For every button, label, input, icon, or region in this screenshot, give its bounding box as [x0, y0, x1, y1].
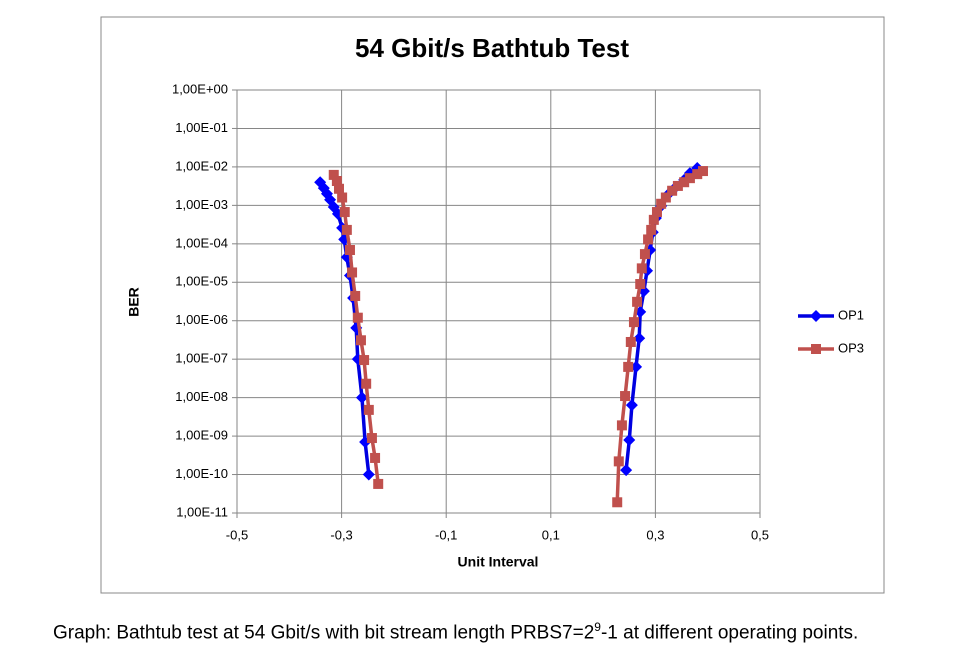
data-point [620, 391, 631, 402]
data-point [646, 224, 657, 235]
data-point [616, 420, 627, 431]
y-tick-label: 1,00E-01 [175, 120, 228, 135]
data-point [684, 173, 695, 184]
data-point [337, 192, 348, 203]
data-point [370, 452, 381, 463]
data-point [679, 177, 690, 188]
data-point [341, 224, 352, 235]
data-point [355, 391, 368, 404]
data-point [363, 404, 374, 415]
data-point [697, 166, 708, 177]
y-tick-label: 1,00E-04 [175, 235, 228, 250]
data-point [692, 169, 703, 180]
data-point [350, 290, 361, 301]
data-point [623, 361, 634, 372]
caption-text: Graph: Bathtub test at 54 Gbit/s with bi… [53, 622, 595, 644]
data-point [333, 183, 344, 194]
y-tick-label: 1,00E-09 [175, 428, 228, 443]
data-point [635, 279, 646, 290]
data-point [625, 336, 636, 347]
y-tick-label: 1,00E-08 [175, 389, 228, 404]
data-point [613, 456, 624, 467]
legend-marker [810, 310, 822, 322]
caption-superscript: 9 [594, 620, 601, 634]
data-point [620, 464, 633, 477]
data-point [362, 468, 375, 481]
data-point [667, 185, 678, 196]
legend-label: OP3 [838, 340, 864, 355]
data-point [355, 335, 366, 346]
data-point [648, 214, 659, 225]
data-point [366, 433, 377, 444]
data-point [656, 198, 667, 209]
data-point [361, 378, 372, 389]
data-point [623, 434, 636, 447]
x-tick-label: 0,3 [646, 527, 664, 542]
plot-area [236, 89, 761, 514]
chart-title: 54 Gbit/s Bathtub Test [355, 33, 629, 63]
data-point [347, 267, 358, 278]
caption: Graph: Bathtub test at 54 Gbit/s with bi… [53, 620, 858, 644]
legend-label: OP1 [838, 307, 864, 322]
data-point [628, 317, 639, 328]
data-point [352, 312, 363, 323]
data-point [331, 176, 342, 187]
chart: 54 Gbit/s Bathtub Test Unit Interval BER… [100, 16, 885, 594]
y-tick-label: 1,00E-07 [175, 351, 228, 366]
data-point [643, 234, 654, 245]
data-point [359, 355, 370, 366]
x-tick-label: 0,1 [542, 527, 560, 542]
x-axis-title: Unit Interval [458, 554, 539, 570]
x-tick-label: -0,3 [330, 527, 352, 542]
y-axis-title: BER [126, 287, 142, 317]
legend-marker [811, 344, 821, 354]
data-point [373, 478, 384, 489]
y-tick-label: 1,00E-03 [175, 197, 228, 212]
y-tick-label: 1,00E-10 [175, 466, 228, 481]
x-tick-label: -0,5 [226, 527, 248, 542]
caption-text: -1 at different operating points. [600, 622, 859, 644]
data-point [636, 263, 647, 274]
data-point [328, 169, 339, 180]
y-tick-label: 1,00E-06 [175, 312, 228, 327]
y-tick-label: 1,00E-05 [175, 274, 228, 289]
y-tick-label: 1,00E+00 [172, 81, 228, 96]
y-tick-label: 1,00E-11 [176, 504, 228, 519]
data-point [651, 207, 662, 218]
data-point [639, 249, 650, 260]
data-point [344, 245, 355, 256]
x-tick-label: -0,1 [435, 527, 457, 542]
y-tick-label: 1,00E-02 [175, 158, 228, 173]
data-point [633, 332, 646, 345]
data-point [625, 399, 638, 412]
data-point [660, 192, 671, 203]
data-point [612, 497, 623, 508]
x-tick-label: 0,5 [751, 527, 769, 542]
data-point [632, 296, 643, 307]
data-point [672, 180, 683, 191]
data-point [339, 207, 350, 218]
